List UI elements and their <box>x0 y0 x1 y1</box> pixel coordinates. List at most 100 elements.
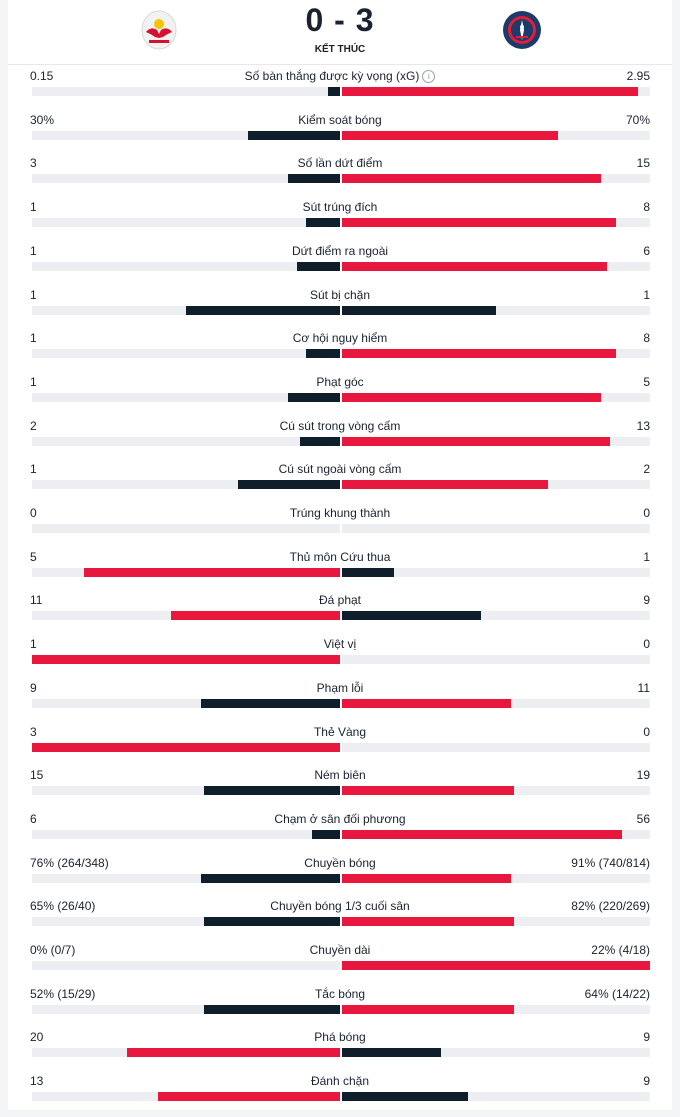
stat-row: 0% (0/7) Chuyền dài 22% (4/18) <box>8 942 672 986</box>
match-score: 0 - 3 <box>305 2 375 38</box>
away-bar <box>342 611 481 621</box>
away-value: 8 <box>643 200 650 215</box>
home-bar <box>288 392 340 402</box>
home-value: 1 <box>30 374 37 389</box>
away-bar <box>342 174 601 184</box>
stat-row: 0 Trúng khung thành 0 <box>8 505 672 549</box>
home-value: 6 <box>30 811 37 826</box>
away-value: 64% (14/22) <box>584 986 650 1001</box>
stat-name-label: Cơ hội nguy hiểm <box>292 331 388 346</box>
away-value: 11 <box>637 680 650 695</box>
stat-name-label: Cú sút ngoài vòng cấm <box>278 462 402 477</box>
away-value: 0 <box>643 724 650 739</box>
home-bar <box>238 480 340 490</box>
home-bar <box>288 174 340 184</box>
home-value: 20 <box>30 1030 44 1045</box>
away-bar-track <box>342 742 650 752</box>
stat-row: 6 Chạm ở sân đối phương 56 <box>8 811 672 855</box>
home-bar-track <box>32 305 340 315</box>
home-bar <box>186 305 340 315</box>
psg-logo[interactable] <box>502 10 542 50</box>
away-bar <box>342 436 610 446</box>
away-bar-track <box>342 611 650 621</box>
home-bar-track <box>32 87 340 96</box>
home-bar <box>204 917 340 927</box>
home-bar <box>32 655 340 665</box>
away-value: 1 <box>643 287 650 302</box>
away-bar-track <box>342 174 650 184</box>
home-bar-track <box>32 524 340 533</box>
away-bar-track <box>342 524 650 533</box>
stat-row: 20 Phá bóng 9 <box>8 1029 672 1073</box>
away-value: 5 <box>643 374 650 389</box>
stat-row: 1 Sút bị chặn 1 <box>8 287 672 331</box>
stat-name-label: Việt vị <box>323 637 357 652</box>
home-value: 65% (26/40) <box>30 899 96 914</box>
away-value: 0 <box>643 637 650 652</box>
away-bar <box>342 961 650 970</box>
away-bar-track <box>342 698 650 708</box>
stat-name: Chuyền bóng <box>140 855 540 871</box>
stat-name-label: Chuyền dài <box>309 943 371 957</box>
away-bar <box>342 698 511 708</box>
stat-name: Cú sút ngoài vòng cấm <box>140 461 540 477</box>
home-bar-track <box>32 873 340 883</box>
home-bar-track <box>32 174 340 184</box>
home-bar <box>158 1092 340 1102</box>
stat-name-label: Trúng khung thành <box>289 506 391 520</box>
away-bar-track <box>342 349 650 359</box>
away-bar <box>342 917 514 927</box>
away-bar-track <box>342 392 650 402</box>
away-value: 9 <box>643 1030 650 1045</box>
stat-name: Phá bóng <box>140 1029 540 1045</box>
stat-name: Số lần dứt điểm <box>140 155 540 171</box>
home-bar-track <box>32 261 340 271</box>
stat-row: 30% Kiểm soát bóng 70% <box>8 112 672 156</box>
stat-name: Cơ hội nguy hiểm <box>140 330 540 346</box>
home-bar <box>312 829 340 839</box>
stat-name-label: Thủ môn Cứu thua <box>289 549 391 564</box>
home-value: 11 <box>30 593 43 608</box>
stat-name-label: Tắc bóng <box>314 986 366 1001</box>
home-bar-track <box>32 349 340 359</box>
stat-name-label: Đánh chặn <box>310 1074 370 1089</box>
away-bar-track <box>342 873 650 883</box>
away-bar <box>342 786 514 796</box>
stat-name-label: Phạt góc <box>316 374 364 389</box>
home-bar-track <box>32 917 340 927</box>
home-bar-track <box>32 786 340 796</box>
away-value: 91% (740/814) <box>571 855 650 870</box>
home-bar <box>297 261 340 271</box>
away-bar-track <box>342 218 650 228</box>
home-value: 3 <box>30 156 37 171</box>
away-bar-track <box>342 1048 650 1058</box>
home-value: 1 <box>30 243 37 258</box>
info-icon[interactable]: i <box>422 70 436 83</box>
away-value: 8 <box>643 331 650 346</box>
stat-name: Đánh chặn <box>140 1073 540 1089</box>
stat-name: Đá phạt <box>140 592 540 608</box>
home-value: 2 <box>30 418 37 433</box>
match-stats-card: 0 - 3 KẾT THÚC 0.15 Số bàn thắng được kỳ … <box>8 0 672 1110</box>
stat-name-label: Dứt điểm ra ngoài <box>291 243 389 258</box>
stat-name: Phạm lỗi <box>140 680 540 696</box>
stat-row: 9 Phạm lỗi 11 <box>8 680 672 724</box>
home-bar-track <box>32 961 340 970</box>
stat-name-label: Số lần dứt điểm <box>297 156 383 171</box>
stat-row: 5 Thủ môn Cứu thua 1 <box>8 549 672 593</box>
away-value: 82% (220/269) <box>571 899 650 914</box>
match-header: 0 - 3 KẾT THÚC <box>8 0 672 65</box>
stat-name-label: Sút bị chặn <box>309 287 371 302</box>
stat-row: 65% (26/40) Chuyền bóng 1/3 cuối sân 82% (… <box>8 898 672 942</box>
home-bar-track <box>32 218 340 228</box>
home-bar-track <box>32 436 340 446</box>
home-bar <box>201 873 340 883</box>
red-bull-logo[interactable] <box>139 10 179 50</box>
away-bar <box>342 873 511 883</box>
away-value: 15 <box>636 156 650 171</box>
home-bar-track <box>32 567 340 577</box>
home-bar-track <box>32 1092 340 1102</box>
home-bar-track <box>32 392 340 402</box>
home-value: 30% <box>30 112 55 127</box>
stat-row: 3 Số lần dứt điểm 15 <box>8 155 672 199</box>
